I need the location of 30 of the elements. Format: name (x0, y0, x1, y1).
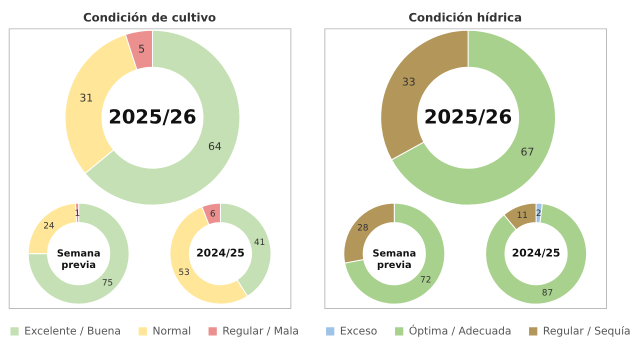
slice-label: 2025/26 (108, 106, 197, 129)
data-label: 2 (536, 208, 542, 219)
data-label: 28 (357, 224, 368, 234)
data-label: 24 (43, 222, 55, 232)
legend-label: Normal (152, 324, 192, 338)
data-label: 53 (178, 268, 190, 278)
data-label: 72 (420, 276, 432, 286)
slice-label: Semana previa (56, 248, 101, 272)
legend-label: Regular / Mala (222, 324, 299, 338)
data-label: 33 (402, 76, 416, 88)
slice-label: 2024/25 (196, 246, 245, 260)
legend-label: Óptima / Adecuada (408, 324, 512, 338)
data-label: 31 (79, 91, 94, 104)
slice-label: 2025/26 (424, 106, 512, 129)
legend-label: Exceso (340, 324, 378, 338)
data-label: 64 (208, 140, 222, 153)
data-label: 87 (542, 288, 554, 299)
data-label: 11 (516, 211, 528, 222)
data-label: 41 (254, 238, 266, 248)
data-label: 67 (520, 146, 534, 159)
chart-title: Condición de cultivo (83, 10, 216, 25)
legend-label: Regular / Sequía (542, 324, 631, 338)
data-label: 6 (210, 209, 216, 220)
data-label: 5 (138, 42, 146, 56)
slice-label: 2024/25 (512, 246, 560, 260)
chart-title: Condición hídrica (408, 10, 522, 25)
legend-label: Excelente / Buena (24, 324, 121, 338)
data-label: 75 (102, 278, 114, 288)
slice-label: Semana previa (372, 248, 416, 272)
data-label: 1 (74, 208, 80, 219)
